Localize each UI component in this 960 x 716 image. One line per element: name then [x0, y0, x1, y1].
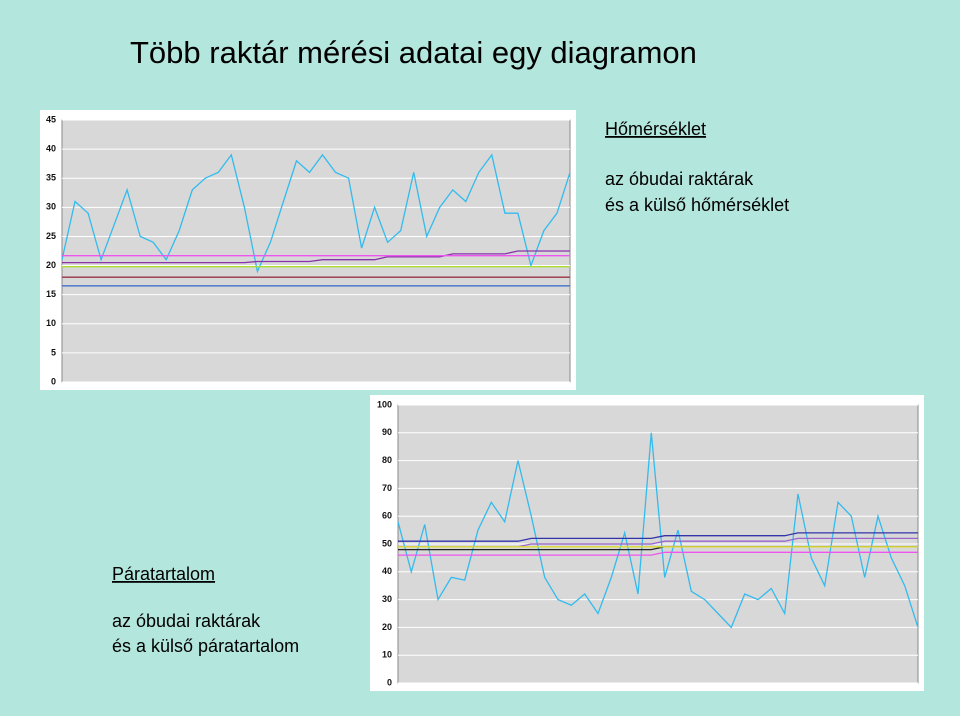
y-tick-label: 50 — [382, 538, 392, 548]
y-tick-label: 35 — [46, 173, 56, 183]
slide-title: Több raktár mérési adatai egy diagramon — [130, 35, 697, 70]
plot-area — [61, 119, 571, 383]
y-tick-label: 20 — [46, 260, 56, 270]
y-tick-label: 5 — [51, 347, 56, 357]
chart-title: Hőmérséklet — [605, 119, 706, 139]
y-tick-label: 100 — [377, 399, 392, 409]
y-tick-label: 0 — [387, 677, 392, 687]
y-tick-label: 45 — [46, 114, 56, 124]
series-line — [62, 250, 570, 264]
series-line — [397, 432, 919, 629]
y-tick-label: 25 — [46, 231, 56, 241]
y-tick-label: 30 — [382, 594, 392, 604]
y-tick-label: 30 — [46, 202, 56, 212]
y-tick-label: 10 — [46, 318, 56, 328]
y-tick-label: 10 — [382, 650, 392, 660]
y-tick-label: 80 — [382, 455, 392, 465]
y-tick-label: 90 — [382, 427, 392, 437]
y-tick-label: 40 — [46, 143, 56, 153]
chart-subtitle: és a külső hőmérséklet — [605, 195, 789, 215]
y-tick-label: 40 — [382, 566, 392, 576]
series-line — [61, 153, 571, 274]
series-line — [398, 532, 918, 542]
y-tick-label: 70 — [382, 483, 392, 493]
y-tick-label: 0 — [51, 376, 56, 386]
chart-title: Páratartalom — [112, 564, 215, 584]
y-tick-label: 20 — [382, 622, 392, 632]
chart-subtitle: és a külső páratartalom — [112, 636, 299, 656]
y-tick-label: 60 — [382, 511, 392, 521]
series-line — [398, 551, 918, 556]
chart-subtitle: az óbudai raktárak — [605, 169, 754, 189]
y-tick-label: 15 — [46, 289, 56, 299]
chart-subtitle: az óbudai raktárak — [112, 611, 261, 631]
